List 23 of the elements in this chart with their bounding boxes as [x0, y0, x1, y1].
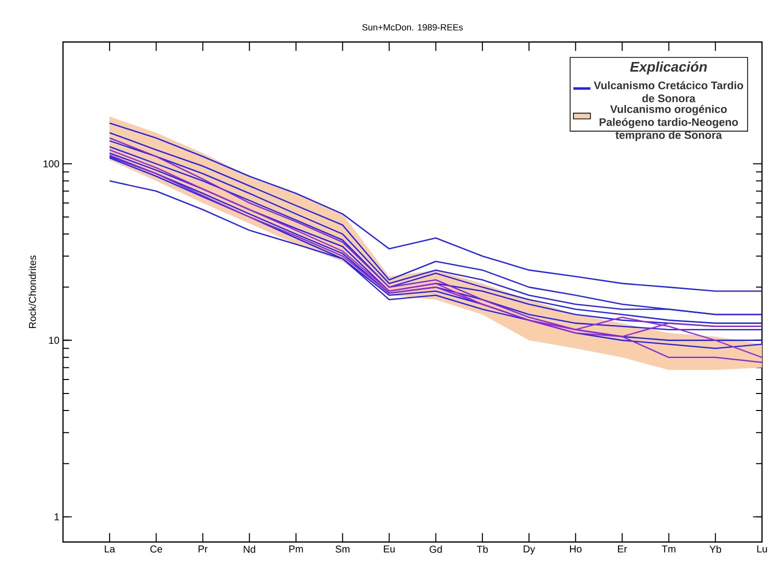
x-tick-label: Gd — [430, 546, 442, 553]
x-tick-label: Eu — [384, 546, 395, 552]
x-tick-label: Er — [618, 546, 628, 552]
x-tick-label: Lu — [757, 546, 767, 552]
y-tick-label: 10 — [49, 336, 60, 344]
legend-title: Explicación — [630, 61, 707, 74]
x-tick-label: Ce — [150, 546, 162, 553]
x-tick-label: Tm — [662, 546, 676, 552]
y-tick-label: 100 — [44, 160, 60, 168]
x-tick-label: Dy — [524, 546, 536, 554]
legend-label: Vulcanismo Cretácico Tardio de Sonora — [594, 81, 744, 102]
y-tick-label: 1 — [54, 513, 59, 520]
x-tick-label: Pm — [289, 546, 303, 552]
x-tick-label: La — [104, 546, 116, 552]
x-tick-label: Sm — [336, 546, 350, 553]
x-tick-label: Ho — [570, 546, 582, 552]
chart-title: Sun+McDon. 1989-REEs — [362, 24, 463, 30]
x-tick-label: Tb — [476, 546, 488, 553]
x-tick-label: Pr — [198, 546, 208, 552]
y-axis-title: Rock/Chondrites — [28, 256, 36, 328]
legend-label: Vulcanismo orogénico Paleógeno tardio-Neogeno temprano de Sonora — [600, 104, 738, 142]
x-tick-label: Nd — [244, 546, 256, 553]
x-tick-label: Yb — [710, 546, 722, 553]
